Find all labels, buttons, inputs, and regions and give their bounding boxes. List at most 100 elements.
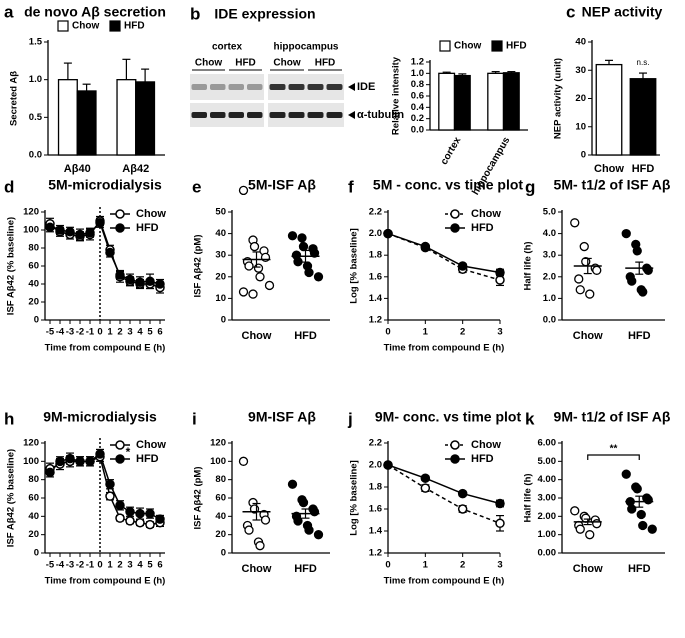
x-tick-label: Chow: [242, 563, 272, 575]
y-tick-label: 1.8: [369, 250, 382, 261]
blot-band: [247, 84, 263, 90]
series-line: [387, 464, 501, 505]
bar: [438, 72, 456, 131]
x-tick-label: 3: [127, 560, 132, 571]
x-tick-label: 3: [497, 560, 502, 571]
panel: a de novo Aβ secretion 0.0 0.5 1.0 1.5 Secrete…: [4, 2, 166, 174]
y-tick-label: 20: [28, 529, 39, 540]
chart-title: 5M- t1/2 of ISF Aβ: [554, 177, 671, 193]
y-axis-title: Relative intensity: [391, 56, 402, 135]
x-tick-label: 5: [147, 327, 153, 338]
blot-band: [326, 84, 343, 90]
y-tick-label: 0.00: [538, 548, 557, 559]
y-axis-title: ISF Aβ42 (% baseline): [6, 217, 17, 315]
x-tick-label: 2: [117, 327, 122, 338]
marker: [65, 227, 75, 237]
marker: [135, 277, 145, 287]
x-axis-title: Time from compound E (h): [45, 576, 166, 587]
x-tick-label: 0: [97, 560, 102, 571]
y-tick-label: 0.4: [411, 102, 425, 113]
y-tick-label: 0: [581, 150, 586, 161]
y-tick-label: 40: [575, 37, 586, 48]
marker: [55, 456, 65, 467]
y-tick-label: 2.0: [543, 271, 556, 282]
y-axis-title: Log [% baseline]: [349, 228, 360, 303]
x-tick-label: HFD: [628, 563, 651, 575]
marker: [495, 518, 505, 529]
annotation: *: [126, 445, 131, 459]
data-point: [253, 263, 264, 273]
data-point: [574, 274, 584, 284]
marker: [95, 218, 105, 228]
y-tick-label: 3.00: [538, 493, 557, 504]
legend-swatch: [109, 20, 121, 32]
x-tick-label: -3: [66, 327, 74, 338]
x-tick-label: HFD: [628, 330, 651, 342]
y-tick-label: 0: [34, 548, 39, 559]
x-tick-label: 0: [385, 560, 390, 571]
blot-band: [210, 84, 226, 90]
chart-title: 9M- conc. vs time plot: [375, 409, 522, 425]
x-tick-label: HFD: [294, 563, 317, 575]
marker: [145, 508, 155, 519]
y-tick-label: 0.8: [411, 79, 424, 90]
y-tick-label: 60: [215, 493, 226, 504]
band-arrow: [348, 83, 355, 91]
data-point: [255, 272, 265, 282]
x-tick-label: HFD: [632, 163, 655, 175]
y-tick-label: 1.00: [538, 529, 557, 540]
marker: [75, 229, 85, 240]
marker: [45, 467, 55, 478]
panel: i 9M-ISF Aβ 0 20 40 60 80 100 120 ISF Aβ42 (pM) Ch…: [192, 409, 330, 575]
chart-title: 5M - conc. vs time plot: [373, 177, 523, 193]
y-tick-label: 50: [215, 207, 226, 218]
panel: e 5M-ISF Aβ 0 10 20 30 40 50 ISF Aβ42 (pM) Chow HF…: [192, 177, 330, 342]
data-point: [632, 246, 642, 256]
y-axis-title: ISF Aβ42 (pM): [193, 235, 204, 298]
blot-lane: Chow: [273, 58, 300, 69]
marker: [105, 247, 115, 258]
marker: [383, 228, 393, 239]
marker: [383, 460, 393, 470]
blot-band: [228, 112, 244, 118]
x-tick-label: -3: [66, 560, 74, 571]
y-tick-label: 2.0: [369, 228, 382, 239]
bar: [135, 81, 156, 156]
legend-label: HFD: [136, 453, 159, 465]
chart-title: 9M-microdialysis: [43, 409, 157, 425]
blot-band: [307, 84, 324, 90]
bar: [487, 72, 505, 131]
legend-label: HFD: [506, 41, 527, 52]
data-point: [238, 456, 249, 466]
blot-band: [191, 112, 207, 118]
y-tick-label: 0.2: [411, 113, 424, 124]
data-point: [287, 479, 298, 489]
data-point: [293, 516, 303, 526]
x-tick-label: -4: [56, 560, 65, 571]
y-tick-label: 0: [221, 315, 226, 326]
y-tick-label: 30: [215, 250, 226, 261]
bar: [453, 74, 471, 131]
y-tick-label: 120: [23, 207, 39, 218]
y-tick-label: 10: [215, 293, 226, 304]
blot-band: [269, 84, 286, 90]
band-label: α-tubulin: [357, 109, 404, 121]
y-tick-label: 2.00: [538, 511, 557, 522]
data-point: [581, 513, 591, 523]
x-tick-label: -1: [86, 327, 95, 338]
marker: [457, 261, 468, 271]
marker: [155, 279, 165, 289]
data-point: [585, 530, 595, 540]
y-tick-label: 100: [23, 456, 39, 467]
x-tick-label: 0: [385, 327, 390, 338]
blot-region: cortex: [212, 42, 242, 53]
legend-label: HFD: [136, 222, 159, 234]
blot-region: hippocampus: [273, 42, 338, 53]
blot-lane: Chow: [195, 58, 222, 69]
bar: [502, 72, 520, 131]
x-tick-label: Chow: [573, 563, 603, 575]
y-tick-label: 1.2: [369, 315, 382, 326]
data-point: [293, 257, 303, 267]
y-tick-label: 1.6: [369, 504, 382, 515]
